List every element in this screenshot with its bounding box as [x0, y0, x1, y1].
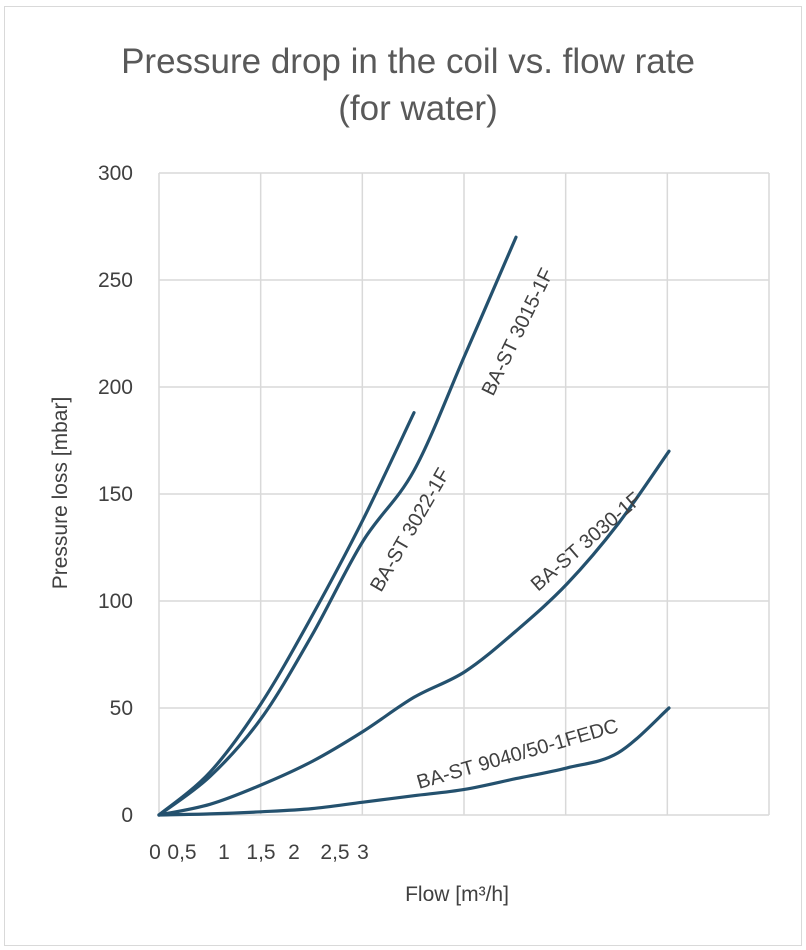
x-tick-label: 1,5	[246, 841, 275, 864]
series-label-4: BA-ST 9040/50-1FEDC	[414, 715, 621, 794]
y-tick-labels: 0 50 100 150 200 250 300	[98, 162, 133, 827]
chart-frame: Pressure drop in the coil vs. flow rate …	[4, 6, 802, 946]
x-tick-labels: 0 0,5 1 1,5 2 2,5 3	[149, 841, 369, 864]
series-line-2	[157, 235, 518, 817]
series-label-2: BA-ST 3015-1F	[478, 265, 559, 399]
series-label-3: BA-ST 3030-1F	[527, 488, 646, 596]
chart-title-line-1: Pressure drop in the coil vs. flow rate	[121, 42, 695, 81]
y-tick-label: 50	[110, 697, 133, 720]
series-lines	[157, 235, 671, 817]
y-tick-label: 300	[98, 162, 133, 185]
y-tick-label: 150	[98, 483, 133, 506]
x-tick-label: 3	[357, 841, 369, 864]
y-tick-label: 100	[98, 590, 133, 613]
y-tick-label: 250	[98, 269, 133, 292]
x-tick-label: 1	[218, 841, 230, 864]
x-tick-label: 2,5	[320, 841, 349, 864]
x-tick-label: 2	[288, 841, 300, 864]
series-line-4	[157, 706, 671, 817]
chart-title-line-2: (for water)	[338, 89, 497, 128]
y-tick-label: 200	[98, 376, 133, 399]
x-tick-label: 0,5	[167, 841, 196, 864]
y-tick-label: 0	[121, 804, 133, 827]
series-line-3	[157, 449, 671, 817]
x-tick-label: 0	[149, 841, 161, 864]
pressure-drop-chart: Pressure drop in the coil vs. flow rate …	[49, 42, 770, 906]
y-axis-title: Pressure loss [mbar]	[49, 397, 72, 590]
series-line-1	[157, 411, 416, 817]
x-axis-title: Flow [m³/h]	[405, 883, 509, 906]
